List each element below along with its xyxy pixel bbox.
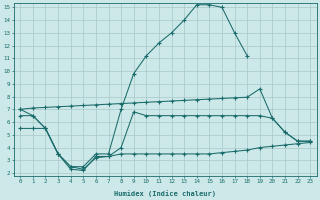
X-axis label: Humidex (Indice chaleur): Humidex (Indice chaleur) bbox=[114, 190, 216, 197]
